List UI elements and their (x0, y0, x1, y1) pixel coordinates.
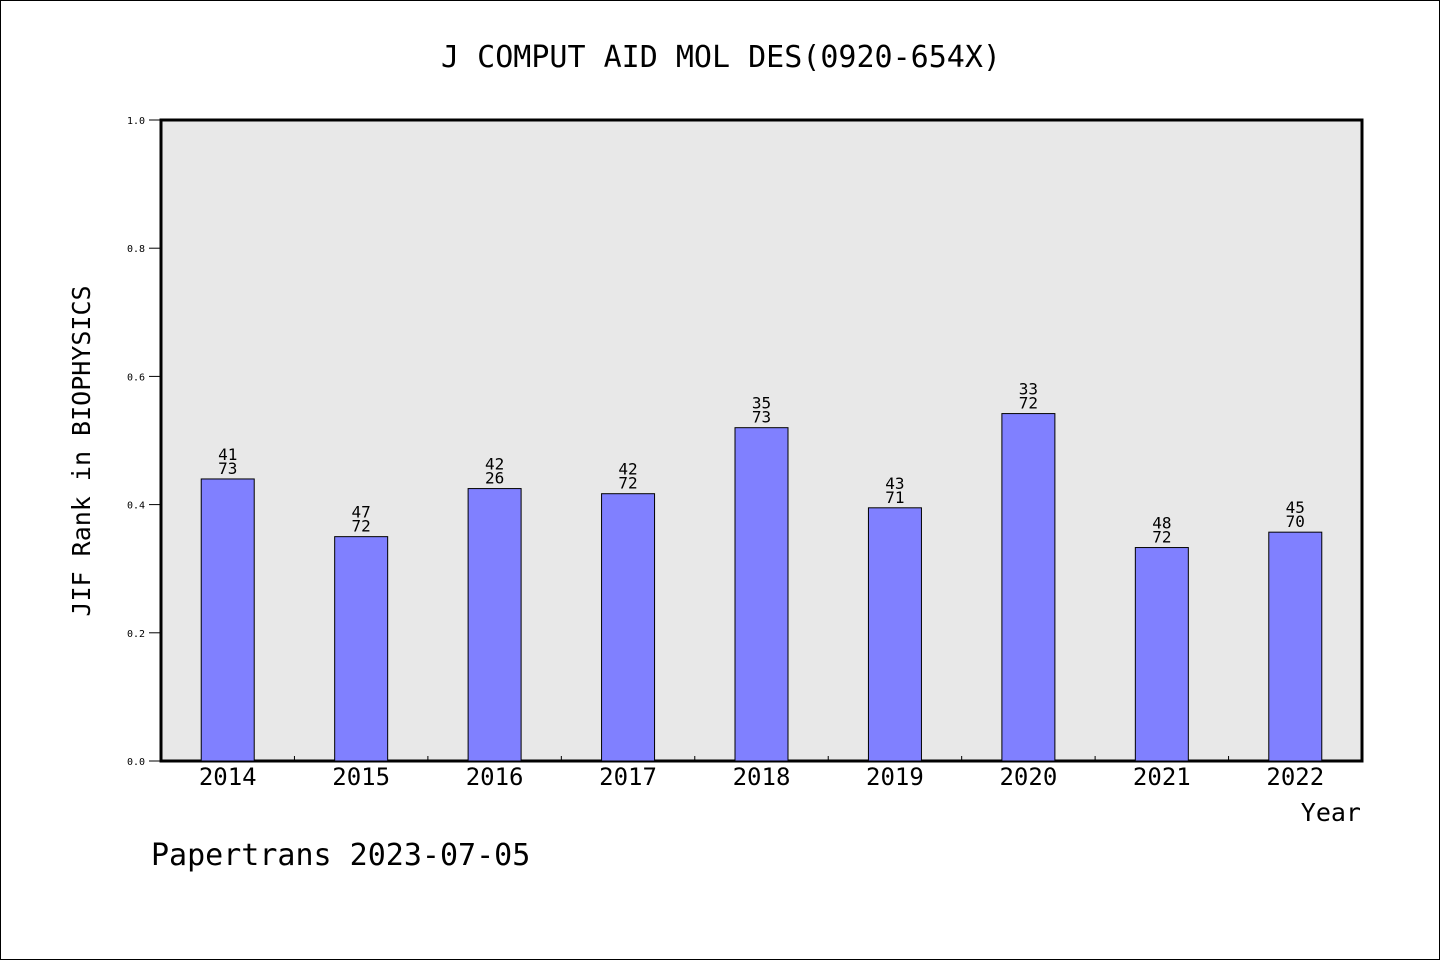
x-tick-label: 2015 (332, 763, 390, 791)
data-label-total: 72 (618, 474, 637, 493)
data-label-total: 70 (1286, 512, 1305, 531)
data-label-rank: 35 (752, 394, 771, 413)
x-tick-label: 2014 (199, 763, 257, 791)
bar-2016 (467, 488, 522, 762)
bar-2015 (334, 536, 389, 762)
bar-2022 (1268, 531, 1323, 762)
data-label-total: 71 (885, 488, 904, 507)
data-label-rank: 45 (1286, 498, 1305, 517)
x-tick-label: 2019 (866, 763, 924, 791)
x-axis-label: Year (1301, 798, 1361, 827)
data-label-rank: 47 (352, 503, 371, 522)
y-tick-label: 1.0 (127, 116, 145, 127)
y-tick-label: 0.4 (127, 501, 145, 512)
x-tick-label: 2017 (599, 763, 657, 791)
x-tick-label: 2020 (999, 763, 1057, 791)
data-label-rank: 42 (618, 460, 637, 479)
data-label-rank: 48 (1152, 514, 1171, 533)
x-tick-label: 2021 (1133, 763, 1191, 791)
bar-2014 (200, 478, 255, 762)
y-tick-label: 0.8 (127, 244, 145, 255)
y-axis-ticks: 0.0 0.2 0.4 0.6 0.8 1.0 (127, 116, 161, 768)
bar-2021 (1134, 547, 1189, 762)
data-label-rank: 41 (218, 445, 237, 464)
data-label-total: 73 (752, 408, 771, 427)
data-label-total: 72 (1019, 394, 1038, 413)
bar-2020 (1001, 413, 1056, 762)
x-tick-label: 2022 (1266, 763, 1324, 791)
x-tick-label: 2016 (466, 763, 524, 791)
data-label-total: 72 (352, 517, 371, 536)
bar-2019 (867, 507, 922, 762)
bar-2018 (734, 427, 789, 762)
footer-watermark: Papertrans 2023-07-05 (151, 838, 530, 873)
x-axis-ticks: 2014 2015 2016 2017 2018 2019 2020 2021 2022 (199, 756, 1324, 791)
y-tick-label: 0.2 (127, 629, 145, 640)
data-label-total: 26 (485, 469, 504, 488)
y-tick-label: 0.0 (127, 757, 145, 768)
chart-title: J COMPUT AID MOL DES(0920-654X) (441, 40, 1001, 75)
data-label-total: 72 (1152, 528, 1171, 547)
data-label-rank: 33 (1019, 380, 1038, 399)
data-label-rank: 42 (485, 455, 504, 474)
bar-2017 (601, 493, 656, 762)
y-tick-label: 0.6 (127, 372, 145, 383)
data-label-rank: 43 (885, 474, 904, 493)
y-axis-label: JIF Rank in BIOPHYSICS (67, 285, 96, 616)
data-label-total: 73 (218, 459, 237, 478)
x-tick-label: 2018 (733, 763, 791, 791)
